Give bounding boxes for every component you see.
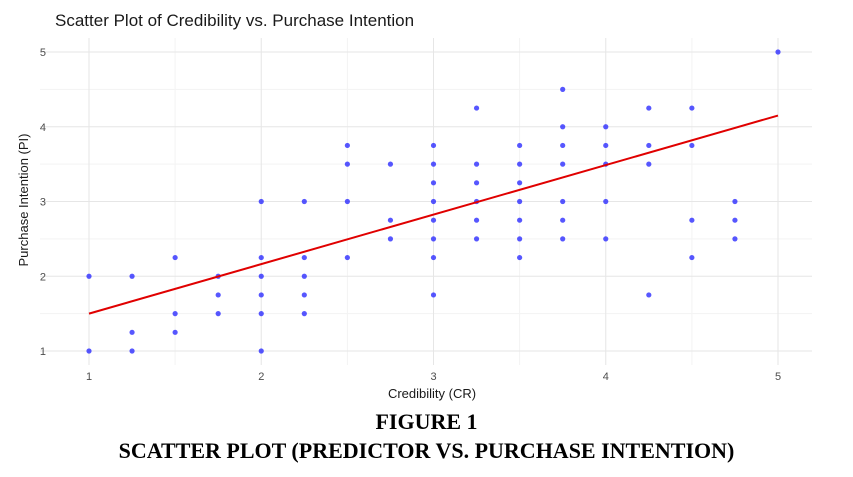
y-tick-label: 5 [40,47,46,59]
data-point [473,236,480,242]
data-point [517,254,523,261]
y-tick-label: 2 [40,271,46,283]
data-point [172,329,178,335]
data-point [560,161,566,167]
data-point [301,311,307,317]
data-point [689,142,695,149]
data-point [560,124,566,130]
data-point [258,198,264,205]
data-point [603,236,609,242]
data-point [258,292,264,298]
data-point [387,161,394,167]
figure-label: FIGURE 1 [375,409,478,434]
data-point [172,311,178,317]
x-tick-label: 1 [86,371,92,383]
data-point [473,217,480,223]
data-point [430,142,437,149]
data-point [430,198,437,205]
data-point [560,198,566,205]
data-point [86,273,92,279]
chart-title: Scatter Plot of Credibility vs. Purchase… [55,11,414,30]
data-point [301,292,307,298]
data-point [430,217,437,223]
x-tick-label: 2 [258,371,264,383]
data-point [603,142,609,149]
data-point [430,236,437,242]
data-point [172,254,178,261]
data-point [86,348,92,354]
data-point [560,236,566,242]
data-point [560,86,566,92]
data-point [646,105,652,111]
trend-line [88,114,779,315]
trend-line-group [88,114,779,315]
data-point [646,142,652,149]
data-point [258,254,264,261]
data-point [430,161,437,167]
data-point [689,254,695,261]
y-axis-label: Purchase Intention (PI) [16,134,31,267]
data-point [517,180,523,186]
x-tick-label: 5 [775,371,781,383]
data-point [473,105,480,111]
data-point [603,198,609,205]
data-point [301,254,307,261]
x-axis-label: Credibility (CR) [388,386,476,401]
data-point [430,292,437,298]
data-point [646,292,652,298]
data-point [430,180,437,186]
data-point [215,311,221,317]
data-point [129,273,135,279]
data-point [560,142,566,149]
data-point [689,217,695,223]
figure-title: SCATTER PLOT (PREDICTOR VS. PURCHASE INT… [118,438,735,463]
data-point [517,142,523,149]
data-point [344,142,350,149]
data-point [387,236,394,242]
y-tick-label: 3 [40,197,46,209]
data-point [603,124,609,130]
y-tick-label: 1 [40,346,46,358]
data-point [215,292,221,298]
data-point [689,105,695,111]
data-point [258,273,264,279]
data-point [732,217,738,223]
data-point [775,49,781,55]
data-point [301,273,307,279]
data-point [344,198,350,205]
data-point [517,198,523,205]
data-point [517,236,523,242]
x-tick-label: 3 [430,371,436,383]
data-points [86,49,781,354]
grid [40,38,812,365]
data-point [129,348,135,354]
data-point [301,198,307,205]
data-point [646,161,652,167]
scatter-chart: Scatter Plot of Credibility vs. Purchase… [16,11,812,401]
data-point [473,161,480,167]
data-point [473,180,480,186]
data-point [387,217,394,223]
tick-labels: 1 2 3 4 5 1 2 3 4 5 [40,47,781,383]
y-tick-label: 4 [40,122,46,134]
data-point [517,161,523,167]
data-point [258,348,264,354]
x-tick-label: 4 [603,371,609,383]
data-point [732,236,738,242]
data-point [732,198,738,205]
data-point [517,217,523,223]
data-point [344,254,350,261]
data-point [129,329,135,335]
data-point [344,161,350,167]
data-point [560,217,566,223]
data-point [258,311,264,317]
data-point [430,254,437,261]
